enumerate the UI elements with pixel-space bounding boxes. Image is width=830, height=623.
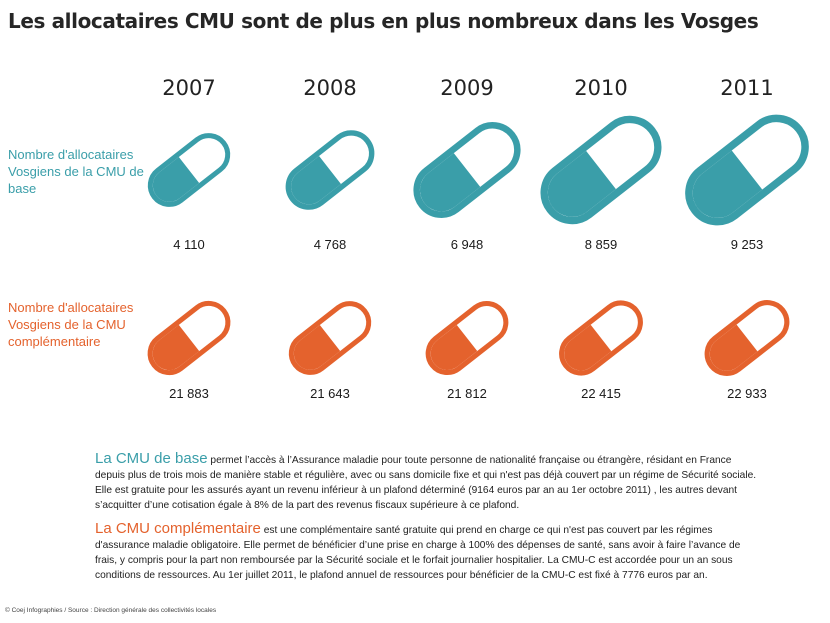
capsule-comp-2009 xyxy=(425,300,509,376)
value-comp-2010: 22 415 xyxy=(581,386,621,401)
info-cmu-comp-text: est une complémentaire santé gratuite qu… xyxy=(95,525,741,581)
info-cmu-base: La CMU de base permet l’accès à l’Assura… xyxy=(95,451,760,513)
value-comp-2009: 21 812 xyxy=(447,386,487,401)
capsule-base-2008 xyxy=(285,130,375,210)
year-label-2008: 2008 xyxy=(303,76,357,100)
source-credit: © Coej Infographies / Source : Direction… xyxy=(5,607,217,614)
year-label-2010: 2010 xyxy=(574,76,628,100)
year-label-2007: 2007 xyxy=(162,76,216,100)
value-base-2007: 4 110 xyxy=(173,237,205,252)
capsule-base-2009 xyxy=(413,122,521,218)
capsule-base-2010 xyxy=(540,115,662,225)
year-label-2009: 2009 xyxy=(440,76,494,100)
capsule-base-2007 xyxy=(147,133,231,207)
year-label-2011: 2011 xyxy=(720,76,774,100)
info-cmu-base-heading: La CMU de base xyxy=(95,450,208,467)
info-cmu-base-text: permet l’accès à l’Assurance maladie pou… xyxy=(95,455,757,511)
capsule-base-2011 xyxy=(685,114,809,226)
value-base-2009: 6 948 xyxy=(450,237,484,252)
row-label-cmu-complementaire: Nombre d'allocataires Vosgiens de la CMU… xyxy=(8,300,134,349)
capsule-comp-2010 xyxy=(559,300,643,376)
value-comp-2007: 21 883 xyxy=(169,386,209,401)
value-base-2011: 9 253 xyxy=(730,237,764,252)
info-cmu-complementaire: La CMU complémentaire est une complément… xyxy=(95,521,760,583)
capsule-comp-2008 xyxy=(288,301,372,375)
value-base-2010: 8 859 xyxy=(584,237,618,252)
capsule-comp-2011 xyxy=(704,300,790,376)
value-comp-2011: 22 933 xyxy=(727,386,767,401)
capsule-comp-2007 xyxy=(147,300,231,376)
value-base-2008: 4 768 xyxy=(313,237,347,252)
page-title: Les allocataires CMU sont de plus en plu… xyxy=(8,9,759,33)
info-cmu-comp-heading: La CMU complémentaire xyxy=(95,520,261,537)
row-label-cmu-base: Nombre d'allocataires Vosgiens de la CMU… xyxy=(8,147,144,196)
value-comp-2008: 21 643 xyxy=(310,386,350,401)
